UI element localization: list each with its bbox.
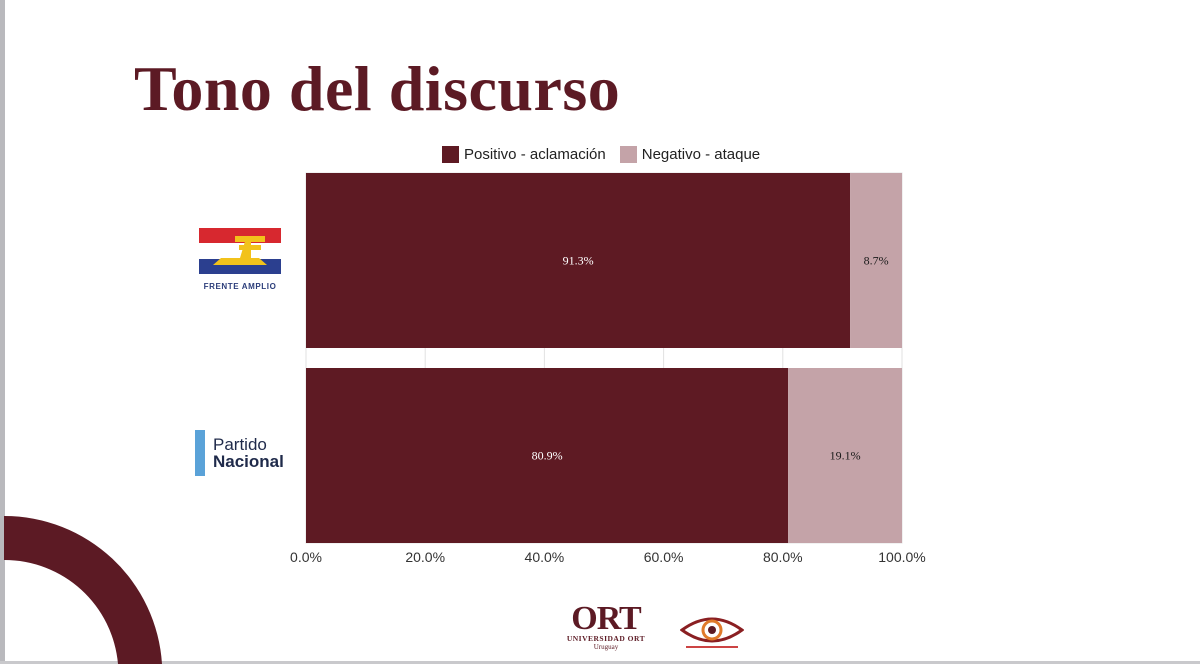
x-tick-label: 100.0% bbox=[878, 549, 925, 565]
x-tick-label: 60.0% bbox=[644, 549, 684, 565]
bar-segment bbox=[306, 368, 789, 543]
bottom-edge bbox=[0, 661, 1200, 664]
decorative-arc bbox=[4, 515, 162, 664]
x-tick-label: 0.0% bbox=[290, 549, 322, 565]
partido-nacional-bar bbox=[195, 430, 205, 476]
legend-label-positive: Positivo - aclamación bbox=[464, 146, 606, 163]
x-tick-label: 80.0% bbox=[763, 549, 803, 565]
legend-item-positive: Positivo - aclamación bbox=[442, 146, 606, 163]
ort-country: Uruguay bbox=[593, 643, 619, 651]
stacked-bar-chart: 0.0% 20.0% 40.0% 60.0% 80.0% 100.0% 91.3% 8.7% 8… bbox=[290, 172, 926, 565]
frente-amplio-flag-icon bbox=[199, 228, 281, 274]
legend-swatch-negative bbox=[619, 146, 637, 163]
page-title: Tono del discurso bbox=[134, 53, 621, 124]
bar-segment bbox=[306, 173, 851, 348]
partido-nacional-text: Partido Nacional bbox=[213, 436, 284, 470]
legend-item-negative: Negativo - ataque bbox=[619, 146, 761, 163]
bar-segment bbox=[788, 368, 902, 543]
x-tick-label: 40.0% bbox=[525, 549, 565, 565]
data-label: 8.7% bbox=[864, 254, 889, 268]
eye-logo-icon bbox=[680, 617, 744, 648]
frente-amplio-caption: FRENTE AMPLIO bbox=[203, 282, 277, 291]
partido-nacional-line1: Partido bbox=[213, 435, 267, 454]
bar-segment bbox=[850, 173, 902, 348]
legend-label-negative: Negativo - ataque bbox=[641, 146, 761, 163]
data-label: 80.9% bbox=[532, 449, 563, 463]
chart-legend: Positivo - aclamación Negativo - ataque bbox=[442, 146, 774, 163]
ort-name: UNIVERSIDAD ORT bbox=[566, 634, 646, 643]
data-label: 19.1% bbox=[830, 449, 861, 463]
frente-amplio-logo: FRENTE AMPLIO bbox=[199, 228, 281, 291]
partido-nacional-line2: Nacional bbox=[213, 452, 284, 471]
ort-mark: ORT bbox=[571, 600, 641, 637]
x-tick-label: 20.0% bbox=[405, 549, 445, 565]
left-edge bbox=[0, 0, 5, 664]
partido-nacional-logo: Partido Nacional bbox=[195, 430, 284, 476]
legend-swatch-positive bbox=[442, 146, 459, 163]
data-label: 91.3% bbox=[563, 254, 594, 268]
universidad-ort-logo: ORT UNIVERSIDAD ORT Uruguay bbox=[548, 600, 664, 652]
